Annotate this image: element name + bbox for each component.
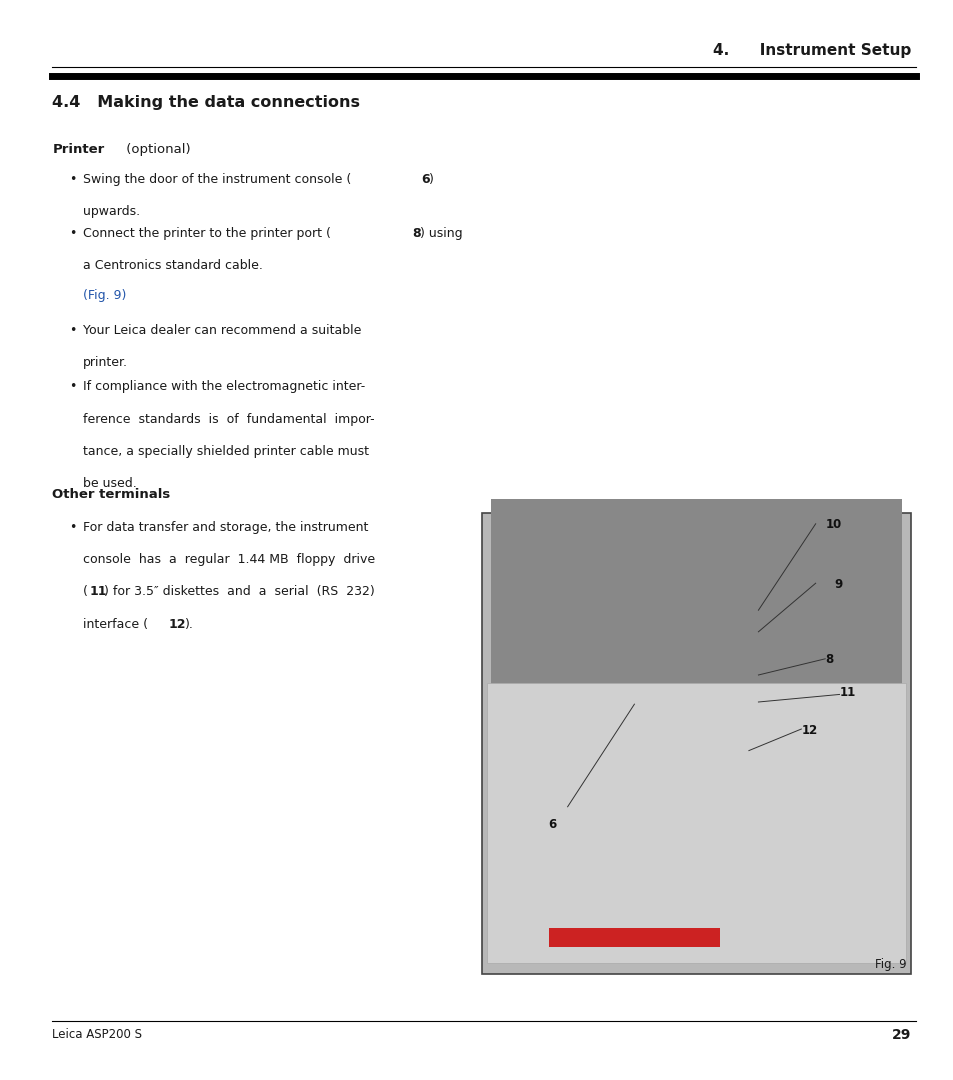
Text: Your Leica dealer can recommend a suitable: Your Leica dealer can recommend a suitab… bbox=[83, 324, 361, 337]
Text: ference  standards  is  of  fundamental  impor-: ference standards is of fundamental impo… bbox=[83, 413, 375, 426]
Text: •: • bbox=[69, 521, 76, 534]
Text: •: • bbox=[69, 227, 76, 240]
Text: For data transfer and storage, the instrument: For data transfer and storage, the instr… bbox=[83, 521, 368, 534]
Text: •: • bbox=[69, 380, 76, 393]
Text: 4.  Instrument Setup: 4. Instrument Setup bbox=[712, 43, 910, 58]
Text: 6: 6 bbox=[421, 173, 430, 186]
Text: Fig. 9: Fig. 9 bbox=[874, 958, 905, 971]
Text: ).: ). bbox=[185, 618, 193, 631]
Text: be used.: be used. bbox=[83, 477, 136, 490]
Text: 6: 6 bbox=[548, 818, 557, 831]
Text: 8: 8 bbox=[412, 227, 420, 240]
Text: 12: 12 bbox=[801, 724, 817, 737]
Text: Swing the door of the instrument console (: Swing the door of the instrument console… bbox=[83, 173, 351, 186]
Text: •: • bbox=[69, 173, 76, 186]
Text: ) using: ) using bbox=[419, 227, 462, 240]
Text: Connect the printer to the printer port (: Connect the printer to the printer port … bbox=[83, 227, 331, 240]
Text: (: ( bbox=[83, 585, 88, 598]
Bar bbox=[548, 928, 720, 947]
Text: •: • bbox=[69, 324, 76, 337]
Text: tance, a specially shielded printer cable must: tance, a specially shielded printer cabl… bbox=[83, 445, 369, 458]
Text: upwards.: upwards. bbox=[83, 205, 140, 218]
Text: 8: 8 bbox=[824, 653, 833, 666]
Text: Printer: Printer bbox=[52, 143, 105, 156]
Text: 4.4   Making the data connections: 4.4 Making the data connections bbox=[52, 95, 360, 110]
Text: (Fig. 9): (Fig. 9) bbox=[83, 289, 126, 302]
Text: 29: 29 bbox=[891, 1028, 910, 1042]
Text: console  has  a  regular  1.44 MB  floppy  drive: console has a regular 1.44 MB floppy dri… bbox=[83, 553, 375, 566]
Text: 10: 10 bbox=[824, 518, 841, 531]
Text: If compliance with the electromagnetic inter-: If compliance with the electromagnetic i… bbox=[83, 380, 365, 393]
Text: ) for 3.5″ diskettes  and  a  serial  (RS  232): ) for 3.5″ diskettes and a serial (RS 23… bbox=[104, 585, 375, 598]
Text: 9: 9 bbox=[834, 578, 842, 591]
Text: 11: 11 bbox=[90, 585, 107, 598]
Text: printer.: printer. bbox=[83, 356, 128, 369]
Text: interface (: interface ( bbox=[83, 618, 148, 631]
Text: a Centronics standard cable.: a Centronics standard cable. bbox=[83, 259, 263, 272]
Text: Leica ASP200 S: Leica ASP200 S bbox=[52, 1028, 142, 1041]
Text: Other terminals: Other terminals bbox=[52, 488, 171, 501]
Bar bbox=[491, 499, 901, 704]
Text: 12: 12 bbox=[169, 618, 186, 631]
Text: (optional): (optional) bbox=[122, 143, 191, 156]
Bar bbox=[481, 513, 910, 974]
Text: ): ) bbox=[429, 173, 434, 186]
Text: 11: 11 bbox=[839, 686, 855, 699]
Bar bbox=[486, 683, 905, 963]
